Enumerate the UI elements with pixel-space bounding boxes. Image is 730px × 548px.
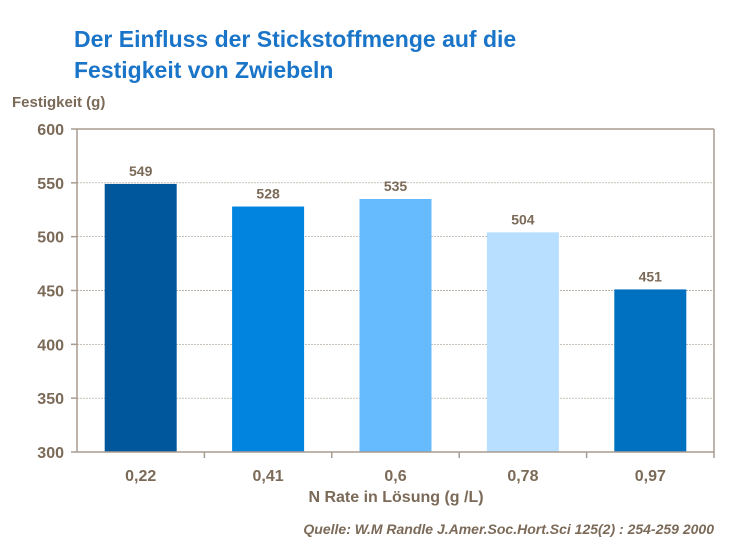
bar bbox=[486, 232, 559, 452]
data-label: 549 bbox=[129, 163, 153, 179]
x-tick-label: 0,78 bbox=[507, 468, 538, 485]
title-line-2: Festigkeit von Zwiebeln bbox=[74, 57, 334, 83]
y-tick-label: 300 bbox=[37, 445, 64, 462]
x-tick-label: 0,22 bbox=[125, 468, 156, 485]
y-tick-label: 500 bbox=[37, 230, 64, 247]
y-tick-label: 350 bbox=[37, 391, 64, 408]
x-tick-label: 0,97 bbox=[635, 468, 666, 485]
bar bbox=[104, 183, 177, 452]
x-axis-label: N Rate in Lösung (g /L) bbox=[308, 489, 483, 506]
data-label: 451 bbox=[639, 268, 663, 284]
data-label: 504 bbox=[511, 211, 535, 227]
y-tick-label: 450 bbox=[37, 284, 64, 301]
data-label: 528 bbox=[256, 186, 280, 202]
y-tick-label: 400 bbox=[37, 337, 64, 354]
source-citation: Quelle: W.M Randle J.Amer.Soc.Hort.Sci 1… bbox=[303, 521, 714, 537]
bar bbox=[232, 206, 305, 452]
bar bbox=[614, 289, 687, 452]
data-label: 535 bbox=[384, 178, 408, 194]
bar bbox=[359, 198, 432, 452]
y-axis-label: Festigkeit (g) bbox=[12, 94, 105, 111]
y-tick-label: 600 bbox=[37, 122, 64, 139]
title-line-1: Der Einfluss der Stickstoffmenge auf die bbox=[74, 26, 517, 52]
y-tick-label: 550 bbox=[37, 176, 64, 193]
x-tick-label: 0,41 bbox=[253, 468, 284, 485]
chart-title: Der Einfluss der Stickstoffmenge auf die… bbox=[74, 24, 516, 86]
x-tick-label: 0,6 bbox=[384, 468, 406, 485]
